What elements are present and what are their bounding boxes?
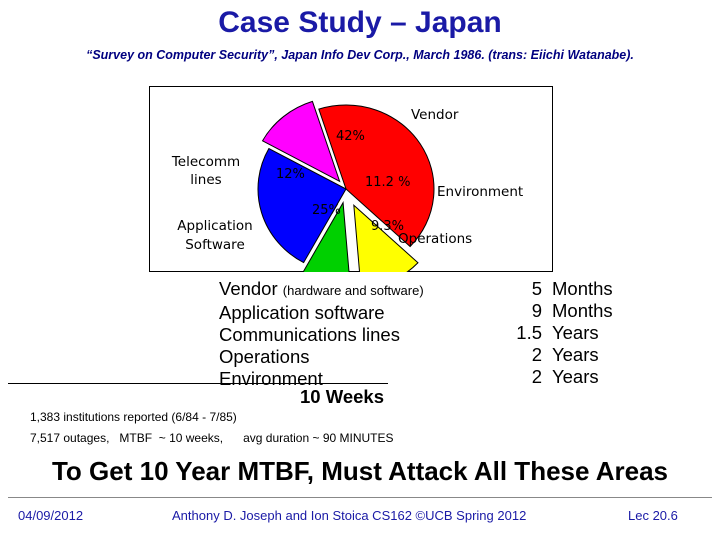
label-telecomm-line2: lines [190, 172, 222, 188]
pct-environment: 11.2 % [365, 175, 411, 190]
slide-subtitle: “Survey on Computer Security”, Japan Inf… [86, 48, 634, 62]
label-application-line2: Software [185, 237, 245, 253]
footer-date: 04/09/2012 [18, 508, 84, 523]
mtbf-unit-environment: Years [552, 366, 599, 387]
label-telecomm: Telecomm lines [166, 153, 246, 189]
mtbf-values: 5 9 1.5 2 2 [502, 278, 542, 388]
label-environment: Environment [437, 184, 524, 200]
mtbf-unit-application: Months [552, 300, 613, 321]
mtbf-unit-communications: Years [552, 322, 599, 343]
pie-chart [257, 100, 435, 272]
mtbf-value-operations: 2 [531, 344, 542, 365]
label-application-line1: Application [177, 218, 253, 234]
footer-divider [8, 497, 712, 498]
slide-headline: To Get 10 Year MTBF, Must Attack All The… [51, 456, 668, 486]
note-outages: 7,517 outages, MTBF ~ 10 weeks, avg dura… [30, 431, 394, 445]
label-application: Application Software [170, 217, 260, 255]
mtbf-name-communications: Communications lines [219, 324, 400, 345]
pct-telecomm: 12% [276, 167, 305, 182]
pie-slice-environment [353, 203, 419, 272]
mtbf-unit-operations: Years [552, 344, 599, 365]
total-rule [8, 383, 388, 384]
mtbf-value-application: 9 [531, 300, 542, 321]
mtbf-value-environment: 2 [531, 366, 542, 387]
mtbf-units: Months Months Years Years Years [552, 278, 613, 388]
pie-slice-telecomm [261, 100, 341, 183]
slide-title: Case Study – Japan [218, 6, 502, 39]
mtbf-total: 10 Weeks [300, 386, 384, 407]
note-institutions: 1,383 institutions reported (6/84 - 7/85… [30, 410, 237, 424]
pie-slice-application [257, 147, 347, 264]
footer-credit: Anthony D. Joseph and Ion Stoica CS162 ©… [172, 508, 527, 523]
mtbf-name-vendor: Vendor [219, 278, 278, 299]
mtbf-name-application: Application software [219, 302, 385, 323]
mtbf-unit-vendor: Months [552, 278, 613, 299]
label-telecomm-line1: Telecomm [171, 154, 241, 170]
mtbf-name-operations: Operations [219, 346, 310, 367]
pct-application: 25% [312, 203, 341, 218]
mtbf-value-vendor: 5 [531, 278, 542, 299]
pie-slice-operations [302, 201, 350, 272]
mtbf-value-communications: 1.5 [516, 322, 542, 343]
mtbf-names: Vendor (hardware and software) Applicati… [219, 278, 424, 390]
pct-operations: 9.3% [371, 219, 405, 234]
pie-slice-vendor [318, 104, 435, 248]
footer-page: Lec 20.6 [628, 508, 678, 523]
mtbf-row-name: Vendor (hardware and software) [219, 278, 424, 302]
label-vendor: Vendor [411, 107, 459, 123]
label-operations: Operations [398, 231, 473, 247]
mtbf-note-vendor: (hardware and software) [282, 283, 424, 298]
pct-vendor: 42% [336, 129, 365, 144]
